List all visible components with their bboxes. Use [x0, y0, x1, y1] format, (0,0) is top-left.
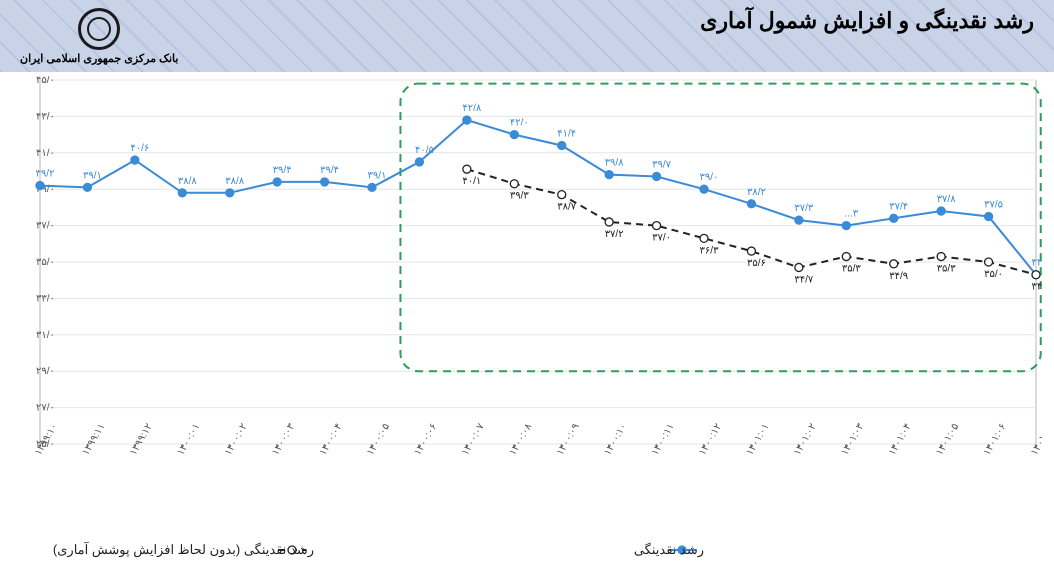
point-label-liquidity_growth_excl: ۳۷/۰	[652, 233, 671, 244]
series-marker-liquidity_growth	[368, 183, 376, 191]
legend-label-main: رشد نقدینگی	[634, 542, 704, 558]
legend-label-excl: رشد نقدینگی (بدون لحاظ افزایش پوشش آماری…	[53, 541, 314, 558]
series-marker-liquidity_growth_excl	[510, 180, 518, 188]
point-label-liquidity_growth: ۳۹/۸	[605, 158, 625, 169]
point-label-liquidity_growth: ۴۰/۶	[130, 143, 149, 154]
y-tick-label: ۳۳/۰	[36, 293, 55, 304]
series-marker-liquidity_growth_excl	[700, 234, 708, 242]
y-tick-label: ۴۳/۰	[36, 111, 55, 122]
page-title: رشد نقدینگی و افزایش شمول آماری	[700, 8, 1034, 34]
header: رشد نقدینگی و افزایش شمول آماری بانک مرک…	[0, 0, 1054, 72]
series-marker-liquidity_growth_excl	[937, 253, 945, 261]
point-label-liquidity_growth_excl: ۳۷/۲	[605, 229, 624, 240]
series-marker-liquidity_growth	[131, 156, 139, 164]
series-marker-liquidity_growth	[795, 216, 803, 224]
point-label-liquidity_growth: ۳۴/۳	[1032, 258, 1042, 269]
series-marker-liquidity_growth_excl	[985, 258, 993, 266]
series-marker-liquidity_growth	[747, 200, 755, 208]
series-marker-liquidity_growth	[985, 213, 993, 221]
point-label-liquidity_growth_excl: ۴۰/۱	[462, 176, 481, 187]
point-label-liquidity_growth_excl: ۳۴/۹	[889, 271, 908, 282]
series-marker-liquidity_growth	[510, 131, 518, 139]
point-label-liquidity_growth_excl: ۳۶/۳	[700, 245, 720, 256]
point-label-liquidity_growth: ۳۷/۵	[984, 200, 1003, 211]
series-marker-liquidity_growth	[463, 116, 471, 124]
point-label-liquidity_growth: ۳۹/۱	[83, 170, 102, 181]
series-marker-liquidity_growth	[558, 142, 566, 150]
series-marker-liquidity_growth_excl	[1032, 271, 1040, 279]
y-tick-label: ۳۱/۰	[36, 330, 55, 341]
point-label-liquidity_growth: ۴۰/۵	[415, 145, 434, 156]
series-marker-liquidity_growth	[700, 185, 708, 193]
point-label-liquidity_growth_excl: ۳۴/۷	[794, 274, 814, 285]
series-marker-liquidity_growth	[842, 222, 850, 230]
y-tick-label: ۳۵/۰	[36, 257, 55, 268]
point-label-liquidity_growth_excl: ۳۴/۳	[1032, 282, 1042, 293]
point-label-liquidity_growth: ۳۹/۴	[273, 165, 292, 176]
point-label-liquidity_growth: ۳۷/۸	[937, 194, 957, 205]
point-label-liquidity_growth_excl: ۳۵/۳	[937, 264, 957, 275]
series-marker-liquidity_growth	[653, 172, 661, 180]
series-marker-liquidity_growth	[605, 171, 613, 179]
point-label-liquidity_growth: ۳۸/۲	[747, 187, 766, 198]
y-tick-label: ۳۷/۰	[36, 221, 55, 232]
y-tick-label: ۲۷/۰	[36, 403, 55, 414]
point-label-liquidity_growth: ۳۹/۴	[320, 165, 339, 176]
point-label-liquidity_growth: ۳۹/۱	[368, 170, 387, 181]
point-label-liquidity_growth: ۳۸/۸	[225, 176, 245, 187]
series-marker-liquidity_growth	[36, 182, 44, 190]
series-marker-liquidity_growth_excl	[463, 165, 471, 173]
series-marker-liquidity_growth_excl	[842, 253, 850, 261]
series-marker-liquidity_growth_excl	[605, 218, 613, 226]
point-label-liquidity_growth: ۳۷/۳	[794, 203, 814, 214]
point-label-liquidity_growth: ۳۹/۷	[652, 159, 672, 170]
point-label-liquidity_growth_excl: ۳۵/۳	[842, 264, 862, 275]
point-label-liquidity_growth_excl: ۳۵/۰	[984, 269, 1003, 280]
series-marker-liquidity_growth	[226, 189, 234, 197]
point-label-liquidity_growth_excl: ۳۸/۷	[557, 202, 577, 213]
series-marker-liquidity_growth	[178, 189, 186, 197]
y-tick-label: ۴۵/۰	[36, 76, 55, 86]
series-marker-liquidity_growth_excl	[747, 247, 755, 255]
point-label-liquidity_growth: ۳۹/۲	[36, 169, 55, 180]
series-marker-liquidity_growth	[273, 178, 281, 186]
series-marker-liquidity_growth_excl	[890, 260, 898, 268]
series-marker-liquidity_growth	[890, 214, 898, 222]
org-name: بانک مرکزی جمهوری اسلامی ایران	[20, 52, 178, 65]
liquidity-chart: ۲۵/۰۲۷/۰۲۹/۰۳۱/۰۳۳/۰۳۵/۰۳۷/۰۳۹/۰۴۱/۰۴۳/۰…	[12, 76, 1042, 566]
series-marker-liquidity_growth_excl	[558, 191, 566, 199]
series-marker-liquidity_growth	[321, 178, 329, 186]
point-label-liquidity_growth: ۴۱/۴	[557, 129, 576, 140]
series-marker-liquidity_growth	[415, 158, 423, 166]
series-marker-liquidity_growth	[83, 183, 91, 191]
point-label-liquidity_growth_excl: ۳۵/۶	[747, 258, 766, 269]
point-label-liquidity_growth_excl: ۳۹/۳	[510, 191, 530, 202]
series-marker-liquidity_growth_excl	[653, 222, 661, 230]
point-label-liquidity_growth: ۳۷/۴	[889, 201, 908, 212]
series-marker-liquidity_growth	[937, 207, 945, 215]
bank-logo-icon	[78, 8, 120, 50]
point-label-liquidity_growth: ۳۸/۸	[178, 176, 198, 187]
point-label-liquidity_growth: ۴۲/۸	[462, 103, 482, 114]
chart-container: ۲۵/۰۲۷/۰۲۹/۰۳۱/۰۳۳/۰۳۵/۰۳۷/۰۳۹/۰۴۱/۰۴۳/۰…	[0, 72, 1054, 579]
y-tick-label: ۲۹/۰	[36, 366, 55, 377]
point-label-liquidity_growth: ۳...	[844, 209, 858, 220]
org-logo-block: بانک مرکزی جمهوری اسلامی ایران	[20, 8, 178, 65]
series-marker-liquidity_growth_excl	[795, 263, 803, 271]
point-label-liquidity_growth: ۴۲/۰	[510, 118, 529, 129]
y-tick-label: ۴۱/۰	[36, 148, 55, 159]
point-label-liquidity_growth: ۳۹/۰	[700, 172, 719, 183]
